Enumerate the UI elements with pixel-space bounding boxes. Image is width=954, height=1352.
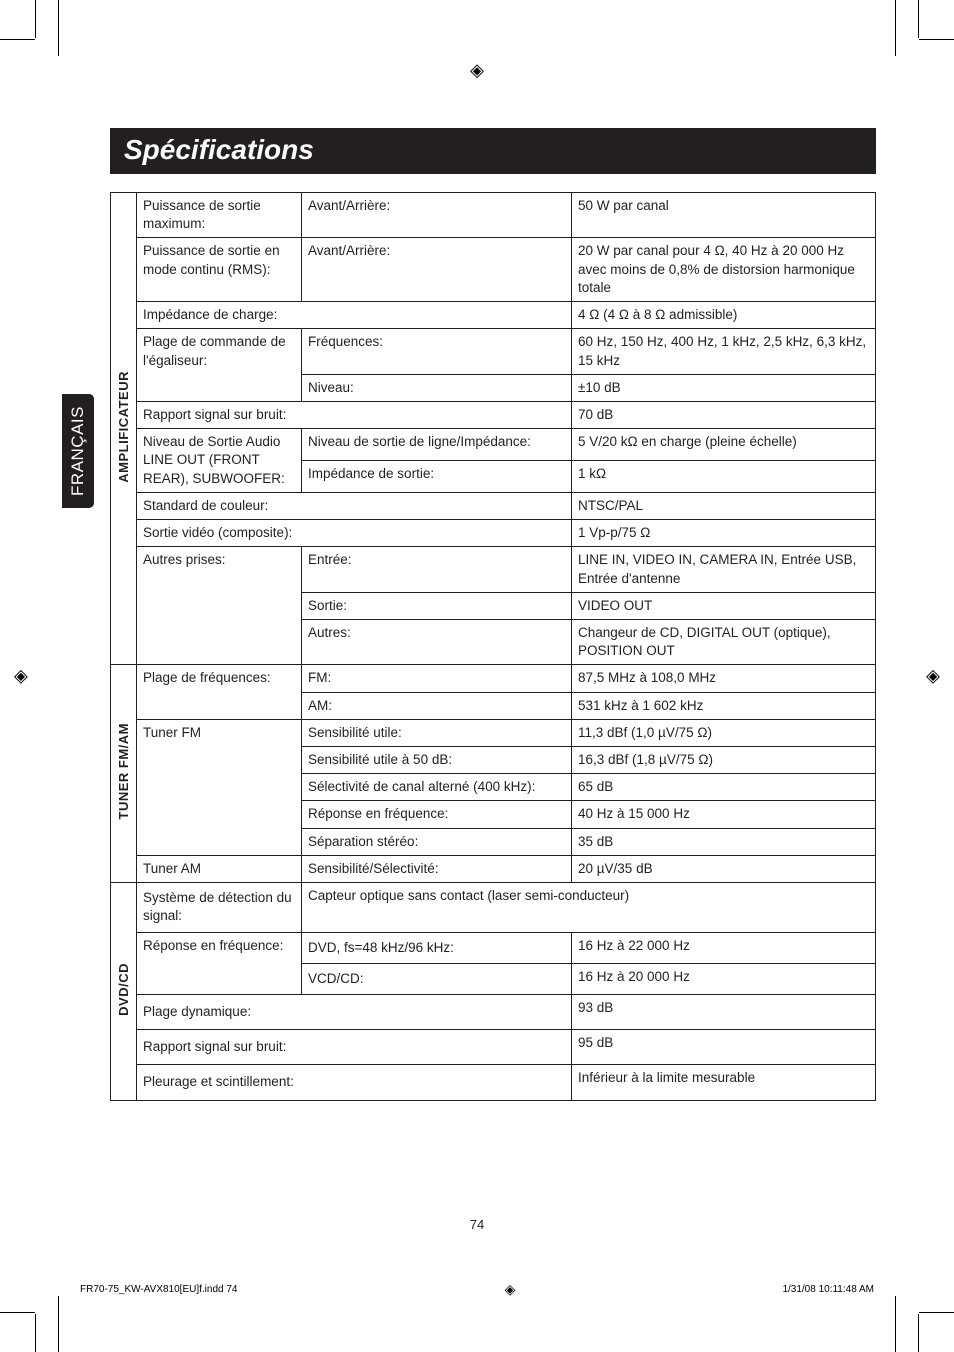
spec-val: 1 kΩ — [572, 461, 876, 493]
spec-val: 16 Hz à 20 000 Hz — [572, 963, 876, 994]
trim-mark — [58, 1296, 59, 1352]
spec-param: Puissance de sortie en mode continu (RMS… — [137, 238, 302, 302]
trim-mark — [35, 1314, 36, 1352]
spec-param: Pleurage et scintillement: — [137, 1065, 572, 1100]
spec-table: AMPLIFICATEUR Puissance de sortie maximu… — [110, 192, 876, 1101]
spec-param: Autres prises: — [137, 547, 302, 665]
trim-mark — [35, 0, 36, 38]
spec-val: 16 Hz à 22 000 Hz — [572, 932, 876, 963]
spec-sub: Niveau de sortie de ligne/Impédance: — [302, 429, 572, 461]
spec-sub: Entrée: — [302, 547, 572, 592]
section-label-tuner: TUNER FM/AM — [111, 665, 137, 883]
spec-val: 16,3 dBf (1,8 µV/75 Ω) — [572, 747, 876, 774]
spec-sub: Sortie: — [302, 592, 572, 619]
print-footer: FR70-75_KW-AVX810[EU]f.indd 74 ◈ 1/31/08… — [80, 1281, 874, 1298]
spec-sub: Réponse en fréquence: — [302, 801, 572, 828]
trim-mark — [58, 0, 59, 56]
spec-param: Plage de commande de l'égaliseur: — [137, 329, 302, 402]
spec-param: Standard de couleur: — [137, 492, 572, 519]
trim-mark — [0, 1312, 35, 1313]
spec-sub: Séparation stéréo: — [302, 828, 572, 855]
footer-file: FR70-75_KW-AVX810[EU]f.indd 74 — [80, 1284, 238, 1295]
spec-val: Inférieur à la limite mesurable — [572, 1065, 876, 1100]
spec-sub: DVD, fs=48 kHz/96 kHz: — [302, 932, 572, 963]
page-content: Spécifications AMPLIFICATEUR Puissance d… — [110, 128, 876, 1101]
spec-sub: Avant/Arrière: — [302, 193, 572, 238]
page-title: Spécifications — [110, 128, 876, 174]
spec-val: Changeur de CD, DIGITAL OUT (optique), P… — [572, 619, 876, 664]
spec-sub: Impédance de sortie: — [302, 461, 572, 493]
spec-sub: Sensibilité/Sélectivité: — [302, 855, 572, 882]
language-tab: FRANÇAIS — [62, 394, 94, 508]
page-number: 74 — [470, 1217, 484, 1232]
registration-mark-icon: ◈ — [505, 1281, 516, 1298]
registration-mark-icon: ◈ — [470, 60, 484, 81]
spec-sub: VCD/CD: — [302, 963, 572, 994]
section-label-amp: AMPLIFICATEUR — [111, 193, 137, 665]
spec-param: Puissance de sortie maximum: — [137, 193, 302, 238]
spec-val: 87,5 MHz à 108,0 MHz — [572, 665, 876, 692]
spec-val: 93 dB — [572, 995, 876, 1030]
spec-val: 65 dB — [572, 774, 876, 801]
trim-mark — [919, 1312, 954, 1313]
spec-val: 20 µV/35 dB — [572, 855, 876, 882]
spec-param: Sortie vidéo (composite): — [137, 520, 572, 547]
spec-val: ±10 dB — [572, 374, 876, 401]
spec-sub: AM: — [302, 692, 572, 719]
spec-val: 20 W par canal pour 4 Ω, 40 Hz à 20 000 … — [572, 238, 876, 302]
spec-param: Réponse en fréquence: — [137, 932, 302, 994]
trim-mark — [895, 0, 896, 56]
spec-val: Capteur optique sans contact (laser semi… — [302, 883, 876, 932]
spec-sub: FM: — [302, 665, 572, 692]
registration-mark-icon: ◈ — [14, 666, 28, 687]
spec-val: 1 Vp-p/75 Ω — [572, 520, 876, 547]
spec-sub: Sensibilité utile: — [302, 719, 572, 746]
trim-mark — [0, 39, 35, 40]
spec-val: 4 Ω (4 Ω à 8 Ω admissible) — [572, 302, 876, 329]
section-label-dvd: DVD/CD — [111, 883, 137, 1101]
spec-param: Impédance de charge: — [137, 302, 572, 329]
spec-val: 531 kHz à 1 602 kHz — [572, 692, 876, 719]
spec-sub: Fréquences: — [302, 329, 572, 374]
registration-mark-icon: ◈ — [926, 666, 940, 687]
trim-mark — [895, 1296, 896, 1352]
trim-mark — [918, 0, 919, 38]
spec-val: 40 Hz à 15 000 Hz — [572, 801, 876, 828]
spec-val: VIDEO OUT — [572, 592, 876, 619]
spec-sub: Sensibilité utile à 50 dB: — [302, 747, 572, 774]
spec-val: 50 W par canal — [572, 193, 876, 238]
spec-param: Système de détection du signal: — [137, 883, 302, 932]
spec-param: Rapport signal sur bruit: — [137, 401, 572, 428]
spec-val: 5 V/20 kΩ en charge (pleine échelle) — [572, 429, 876, 461]
spec-val: 95 dB — [572, 1030, 876, 1065]
spec-sub: Avant/Arrière: — [302, 238, 572, 302]
spec-sub: Autres: — [302, 619, 572, 664]
footer-timestamp: 1/31/08 10:11:48 AM — [782, 1284, 874, 1295]
spec-param: Plage de fréquences: — [137, 665, 302, 719]
spec-val: 35 dB — [572, 828, 876, 855]
spec-param: Plage dynamique: — [137, 995, 572, 1030]
spec-val: NTSC/PAL — [572, 492, 876, 519]
spec-param: Rapport signal sur bruit: — [137, 1030, 572, 1065]
spec-param: Tuner AM — [137, 855, 302, 882]
spec-val: 11,3 dBf (1,0 µV/75 Ω) — [572, 719, 876, 746]
spec-val: 70 dB — [572, 401, 876, 428]
trim-mark — [918, 1314, 919, 1352]
spec-val: LINE IN, VIDEO IN, CAMERA IN, Entrée USB… — [572, 547, 876, 592]
spec-sub: Sélectivité de canal alterné (400 kHz): — [302, 774, 572, 801]
trim-mark — [919, 39, 954, 40]
spec-sub: Niveau: — [302, 374, 572, 401]
spec-val: 60 Hz, 150 Hz, 400 Hz, 1 kHz, 2,5 kHz, 6… — [572, 329, 876, 374]
spec-param: Tuner FM — [137, 719, 302, 855]
spec-param: Niveau de Sortie Audio LINE OUT (FRONT R… — [137, 429, 302, 493]
